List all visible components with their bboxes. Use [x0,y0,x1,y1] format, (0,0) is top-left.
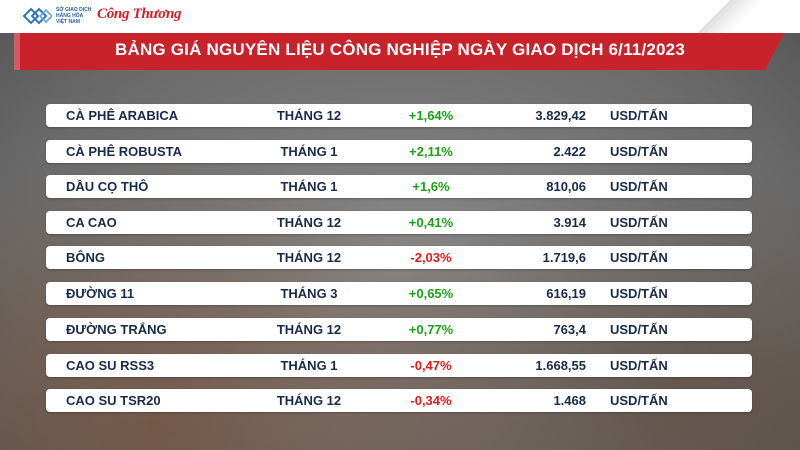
price-value: 1.719,6 [542,250,586,265]
price-change: +2,11% [409,144,453,159]
commodity-name: ĐƯỜNG TRẮNG [66,322,167,337]
price-unit: USD/TẤN [610,393,668,408]
commodity-name: CÀ PHÊ ROBUSTA [66,144,183,159]
page-title: BẢNG GIÁ NGUYÊN LIỆU CÔNG NGHIỆP NGÀY GI… [114,40,685,59]
contract-month: THÁNG 12 [276,393,342,408]
header-decoration [660,0,800,33]
price-change: +0,65% [408,286,454,301]
price-value: 810,06 [546,179,586,194]
price-change: +0,77% [408,322,454,337]
price-value: 1.668,55 [535,358,586,373]
contract-month: THÁNG 1 [280,179,338,194]
price-change: +1,64% [408,108,454,123]
exchange-logo-text: SỞ GIAO DỊCH HÀNG HÓA VIỆT NAM [56,7,92,25]
price-unit: USD/TẤN [610,144,668,159]
price-unit: USD/TẤN [610,358,668,373]
contract-month: THÁNG 12 [276,108,342,123]
price-value: 1.468 [553,393,586,408]
price-unit: USD/TẤN [610,179,668,194]
commodity-name: CAO SU RSS3 [66,358,155,373]
price-unit: USD/TẤN [610,286,668,301]
price-value: 3.829,42 [535,108,586,123]
contract-month: THÁNG 12 [276,322,342,337]
brand-logo: Công Thương [97,6,182,22]
top-bar: SỞ GIAO DỊCH HÀNG HÓA VIỆT NAM Công Thươ… [0,0,800,33]
price-change: +1,6% [412,179,450,194]
commodity-name: DẦU CỌ THÔ [66,179,149,194]
commodity-name: CA CAO [66,215,117,230]
banner-stripe [14,33,20,70]
table-row: DẦU CỌ THÔ THÁNG 1 +1,6% 810,06 USD/TẤN [46,175,752,198]
contract-month: THÁNG 12 [276,215,342,230]
contract-month: THÁNG 12 [276,250,342,265]
table-row: ĐƯỜNG 11 THÁNG 3 +0,65% 616,19 USD/TẤN [46,282,752,305]
exchange-logo-icon [22,7,52,25]
price-unit: USD/TẤN [610,250,668,265]
table-row: ĐƯỜNG TRẮNG THÁNG 12 +0,77% 763,4 USD/TẤN [46,318,752,341]
price-value: 3.914 [553,215,586,230]
table-row: CAO SU TSR20 THÁNG 12 -0,34% 1.468 USD/TẤN [46,389,752,412]
contract-month: THÁNG 1 [280,358,338,373]
price-unit: USD/TẤN [610,108,668,123]
commodity-name: CÀ PHÊ ARABICA [66,108,179,123]
contract-month: THÁNG 1 [280,144,338,159]
price-change: -0,34% [410,393,452,408]
price-value: 2.422 [553,144,586,159]
commodity-name: BÔNG [66,250,105,265]
price-change: -0,47% [410,358,452,373]
price-unit: USD/TẤN [610,322,668,337]
price-unit: USD/TẤN [610,215,668,230]
price-value: 616,19 [546,286,586,301]
table-row: BÔNG THÁNG 12 -2,03% 1.719,6 USD/TẤN [46,246,752,269]
price-value: 763,4 [553,322,586,337]
table-row: CÀ PHÊ ARABICA THÁNG 12 +1,64% 3.829,42 USD/… [46,104,752,127]
table-row: CA CAO THÁNG 12 +0,41% 3.914 USD/TẤN [46,211,752,234]
commodity-name: CAO SU TSR20 [66,393,161,408]
title-banner [14,33,784,70]
table-row: CAO SU RSS3 THÁNG 1 -0,47% 1.668,55 USD/TẤN [46,354,752,377]
price-change: -2,03% [410,250,452,265]
table-row: CÀ PHÊ ROBUSTA THÁNG 1 +2,11% 2.422 USD/TẤN [46,140,752,163]
commodity-name: ĐƯỜNG 11 [66,286,135,301]
contract-month: THÁNG 3 [280,286,338,301]
price-change: +0,41% [408,215,454,230]
